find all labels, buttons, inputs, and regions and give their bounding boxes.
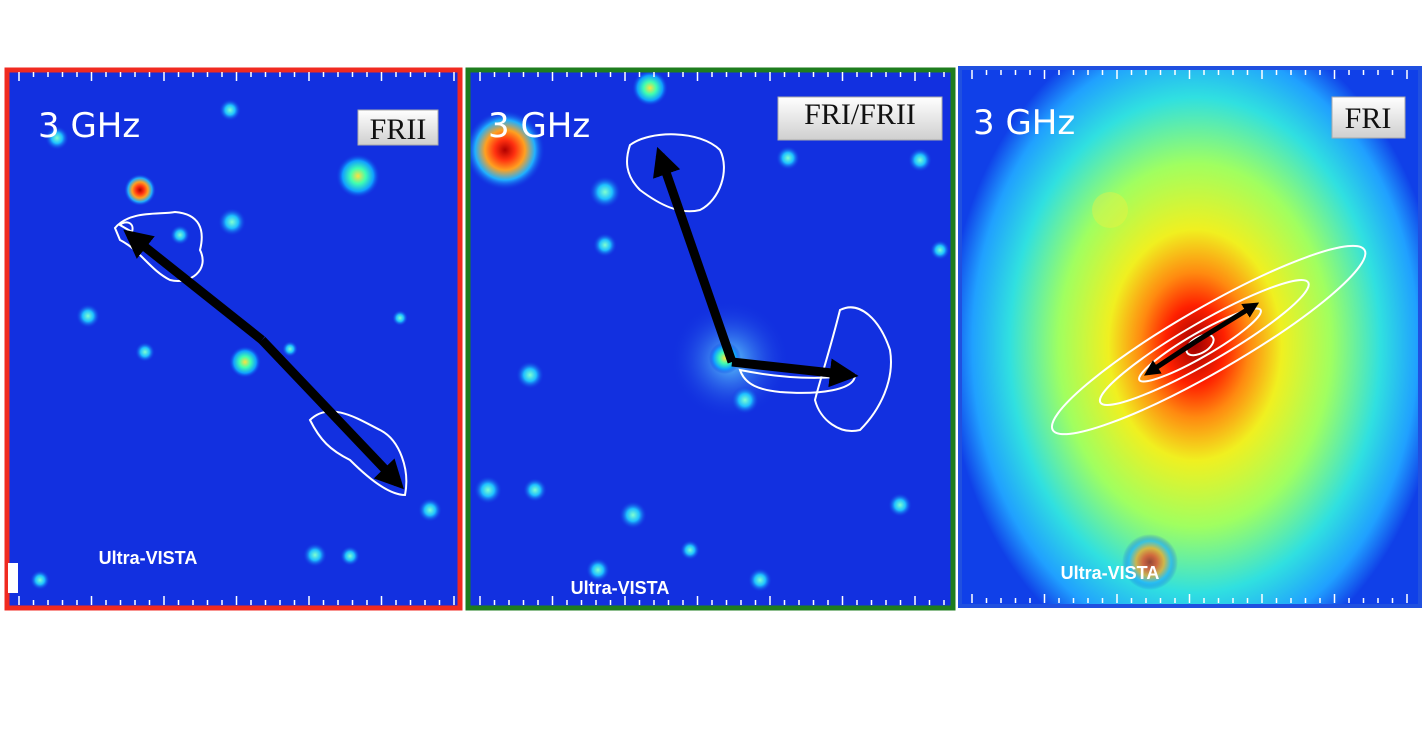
panel: 3 GHz FRI Ultra-VISTA (958, 66, 1422, 608)
image (468, 70, 953, 608)
band-label: 3 GHz (488, 106, 590, 146)
frame-ticks (18, 70, 1408, 605)
panel: 3 GHz FRI/FRII Ultra-VISTA (465, 67, 966, 611)
band-label: 3 GHz (38, 106, 140, 146)
image (960, 68, 1420, 606)
class-label: FRII (370, 113, 427, 146)
image (7, 70, 460, 608)
class-label: FRI/FRII (804, 98, 916, 131)
survey-label: Ultra-VISTA (571, 578, 670, 598)
survey-label: Ultra-VISTA (99, 548, 198, 568)
class-label: FRI (1345, 102, 1392, 135)
band-label: 3 GHz (973, 103, 1075, 143)
panel: 3 GHz FRII Ultra-VISTA (4, 67, 463, 611)
survey-label: Ultra-VISTA (1061, 563, 1160, 583)
